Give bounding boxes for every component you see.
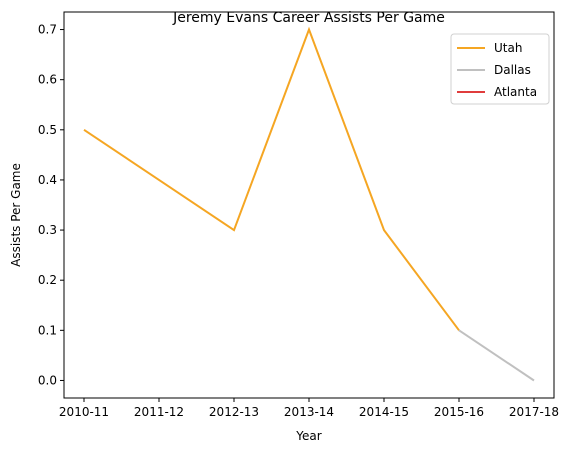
legend-label-dallas: Dallas xyxy=(494,63,531,77)
chart-title: Jeremy Evans Career Assists Per Game xyxy=(172,10,445,26)
series-layer xyxy=(83,26,535,382)
x-tick-label: 2017-18 xyxy=(509,405,559,419)
y-tick-label: 0.0 xyxy=(38,373,57,387)
y-tick-label: 0.1 xyxy=(38,323,57,337)
y-tick-label: 0.2 xyxy=(38,273,57,287)
x-tick-label: 2012-13 xyxy=(209,405,259,419)
y-axis: 0.0 0.1 0.2 0.3 0.4 0.5 0.6 0.7 xyxy=(38,23,64,387)
x-tick-label: 2015-16 xyxy=(434,405,484,419)
x-tick-label: 2014-15 xyxy=(359,405,409,419)
y-tick-label: 0.5 xyxy=(38,123,57,137)
x-axis-label: Year xyxy=(295,429,321,443)
legend-label-atlanta: Atlanta xyxy=(494,85,537,99)
y-axis-label: Assists Per Game xyxy=(9,163,23,267)
legend-box xyxy=(450,33,550,105)
legend: Utah Dallas Atlanta xyxy=(450,33,550,105)
legend-label-utah: Utah xyxy=(494,41,522,55)
x-axis: 2010-11 2011-12 2012-13 2013-14 2014-15 2015-… xyxy=(59,398,559,419)
y-tick-label: 0.7 xyxy=(38,23,57,37)
y-tick-label: 0.4 xyxy=(38,173,57,187)
y-tick-label: 0.6 xyxy=(38,73,57,87)
x-tick-label: 2011-12 xyxy=(134,405,184,419)
x-tick-label: 2010-11 xyxy=(59,405,109,419)
series-line-dallas xyxy=(458,329,535,382)
x-tick-label: 2013-14 xyxy=(284,405,334,419)
y-tick-label: 0.3 xyxy=(38,223,57,237)
series-line-utah xyxy=(83,26,460,331)
